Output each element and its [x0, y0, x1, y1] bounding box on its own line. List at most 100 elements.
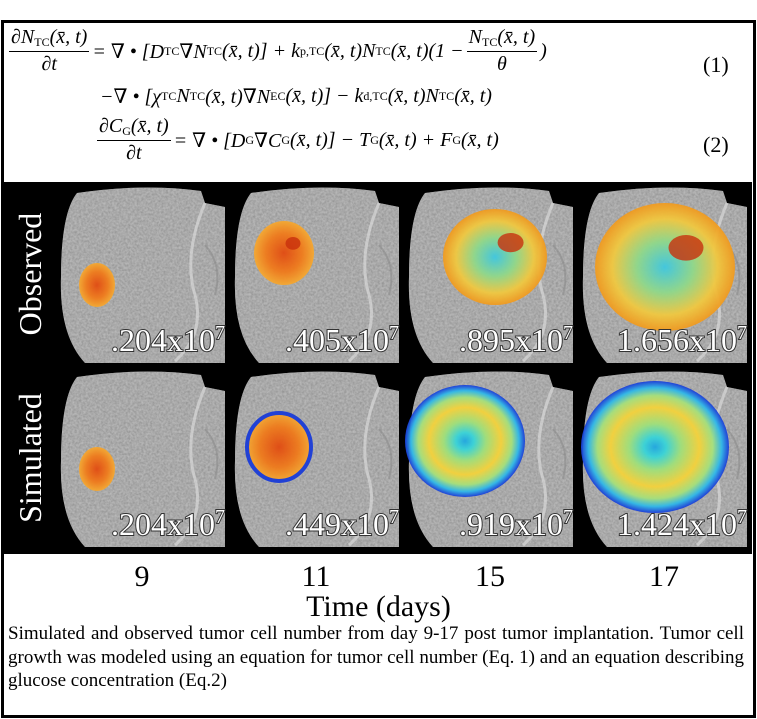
tumor-overlay	[443, 209, 547, 305]
fraction: ∂NTC(x̄, t)∂t	[9, 26, 89, 76]
math-text: (x̄, t)	[131, 115, 169, 137]
subscript: d,TC	[363, 89, 387, 104]
subscript: TC	[375, 44, 390, 59]
math-text: (x̄, t)N	[324, 40, 375, 63]
cell-count-exponent: 7	[215, 322, 225, 344]
numerator: ∂CG(x̄, t)	[97, 115, 171, 141]
tumor-overlay	[79, 263, 115, 307]
caption: Simulated and observed tumor cell number…	[8, 622, 744, 693]
subscript: p,TC	[300, 44, 324, 59]
cell-count: .405x107	[285, 322, 399, 358]
equation-number: (2)	[703, 132, 729, 158]
cell-count-base: .919x10	[459, 506, 563, 542]
math-text: (x̄, t)	[461, 129, 499, 152]
page: ∂NTC(x̄, t)∂t = ∇ • [DTC∇NTC(x̄, t)] + k…	[0, 0, 757, 719]
equation-number: (1)	[703, 52, 729, 78]
subscript: G	[281, 133, 290, 148]
math-text: ∂t	[41, 53, 56, 75]
numerator: ∂NTC(x̄, t)	[9, 26, 89, 52]
math-text: (1 −	[429, 40, 464, 63]
tumor-overlay	[405, 385, 525, 497]
cell-count-exponent: 7	[563, 506, 573, 528]
subscript: G	[452, 133, 461, 148]
mri-panel: .449x107	[235, 371, 399, 547]
tumor-overlay	[79, 447, 115, 491]
cell-count-base: 1.424x10	[617, 506, 737, 542]
tumor-overlay	[247, 413, 311, 481]
denominator: ∂t	[41, 52, 56, 76]
math-text: N	[469, 26, 482, 48]
math-text: ∂t	[126, 142, 141, 164]
math-text: (x̄, t)] − k	[285, 85, 363, 108]
tumor-hotspot	[498, 233, 524, 252]
tumor-overlay	[254, 221, 314, 285]
math-text: θ	[497, 53, 507, 75]
math-text: ∂C	[99, 115, 122, 137]
mri-panel: .919x107	[405, 371, 573, 547]
cell-count-base: .895x10	[459, 322, 563, 358]
cell-count-exponent: 7	[389, 506, 399, 528]
math-text: (x̄, t)∇N	[205, 84, 270, 109]
mri-panel: 1.424x107	[581, 371, 747, 547]
math-text: = ∇ • [D	[174, 128, 246, 153]
cell-count: .204x107	[111, 506, 225, 542]
math-text: = ∇ • [D	[92, 39, 164, 64]
cell-count: 1.424x107	[617, 506, 747, 542]
row-label: Simulated	[12, 393, 48, 523]
cell-count: 1.656x107	[617, 322, 747, 358]
subscript: TC	[482, 35, 497, 49]
tumor-hotspot	[286, 237, 301, 250]
subscript: EC	[270, 89, 285, 104]
cell-count-base: 1.656x10	[617, 322, 737, 358]
math-text: (x̄, t)] − T	[290, 129, 370, 152]
day-label: 11	[286, 560, 346, 594]
cell-count-base: .204x10	[111, 322, 215, 358]
denominator: θ	[497, 52, 507, 76]
cell-count-exponent: 7	[737, 506, 747, 528]
subscript: G	[245, 133, 254, 148]
math-text: (x̄, t) + F	[379, 129, 452, 152]
math-text: N	[176, 85, 189, 108]
math-text: (x̄, t)	[391, 40, 429, 63]
numerator: NTC(x̄, t)	[467, 26, 537, 52]
subscript: G	[370, 133, 379, 148]
denominator: ∂t	[126, 141, 141, 165]
subscript: TC	[164, 44, 179, 59]
subscript: TC	[161, 89, 176, 104]
mri-panel: 1.656x107	[583, 187, 747, 363]
math-text: −∇ • [χ	[100, 84, 161, 109]
math-text: (x̄, t)	[50, 26, 88, 48]
cell-count-exponent: 7	[389, 322, 399, 344]
subscript: TC	[207, 44, 222, 59]
fraction: ∂CG(x̄, t)∂t	[97, 115, 171, 165]
cell-count: .919x107	[459, 506, 573, 542]
cell-count-exponent: 7	[737, 322, 747, 344]
tumor-overlay	[581, 381, 729, 513]
day-label: 9	[112, 560, 172, 594]
cell-count-base: .449x10	[285, 506, 389, 542]
day-label: 17	[634, 560, 694, 594]
math-text: (x̄, t)N	[388, 85, 439, 108]
cell-count: .449x107	[285, 506, 399, 542]
cell-count: .204x107	[111, 322, 225, 358]
subscript: G	[122, 124, 131, 138]
math-text: ∇C	[254, 128, 281, 153]
axis-title: Time (days)	[0, 590, 757, 624]
tumor-overlay	[595, 203, 735, 331]
math-text: )	[540, 40, 547, 63]
fraction: NTC(x̄, t)θ	[467, 26, 537, 76]
row-label: Observed	[12, 213, 48, 336]
math-text: (x̄, t)	[454, 85, 492, 108]
subscript: TC	[190, 89, 205, 104]
cell-count-base: .405x10	[285, 322, 389, 358]
math-text: ∇N	[179, 39, 206, 64]
subscript: TC	[34, 35, 49, 49]
cell-count-base: .204x10	[111, 506, 215, 542]
cell-count: .895x107	[459, 322, 573, 358]
math-text: (x̄, t)	[497, 26, 535, 48]
tumor-hotspot	[669, 235, 704, 261]
